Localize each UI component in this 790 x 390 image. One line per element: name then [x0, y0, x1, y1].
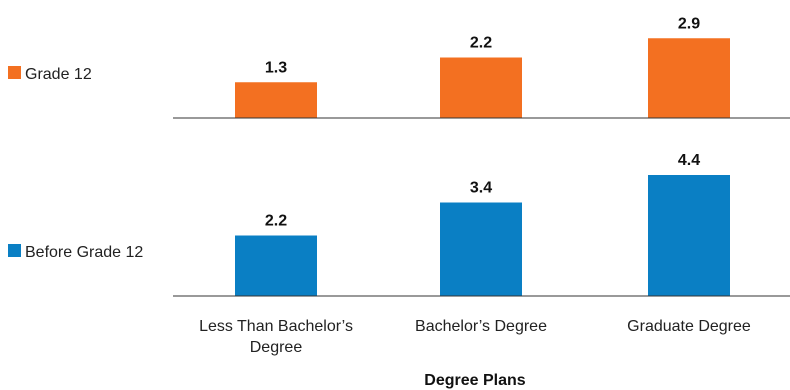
category-label-1-line-1: Less Than Bachelor’s [199, 318, 353, 335]
value-label-grade-12-2: 2.2 [470, 35, 492, 52]
legend-label-grade-12: Grade 12 [25, 66, 92, 83]
category-label-1-line-2: Degree [250, 339, 303, 356]
value-label-before-grade-12-3: 4.4 [678, 152, 700, 169]
legend-swatch-before-grade-12 [8, 244, 21, 257]
category-label-2: Bachelor’s Degree [415, 318, 547, 335]
legend-label-before-grade-12: Before Grade 12 [25, 244, 143, 261]
top-panel: Grade 12 1.3 2.2 2.9 [8, 15, 790, 119]
top-bars: 1.3 2.2 2.9 [235, 15, 730, 118]
bar-before-grade-12-1 [235, 235, 317, 296]
category-label-3: Graduate Degree [627, 318, 751, 335]
x-axis-title: Degree Plans [424, 372, 525, 389]
bar-grade-12-1 [235, 82, 317, 118]
bar-before-grade-12-2 [440, 202, 522, 296]
value-label-grade-12-3: 2.9 [678, 15, 700, 32]
value-label-grade-12-1: 1.3 [265, 59, 287, 76]
bar-before-grade-12-3 [648, 175, 730, 296]
category-labels: Less Than Bachelor’s Degree Bachelor’s Deg… [199, 318, 751, 356]
bottom-bars: 2.2 3.4 4.4 [235, 152, 730, 296]
legend-swatch-grade-12 [8, 66, 21, 79]
bottom-panel: Before Grade 12 2.2 3.4 4.4 [8, 152, 790, 297]
bar-grade-12-2 [440, 57, 522, 118]
bar-grade-12-3 [648, 38, 730, 118]
value-label-before-grade-12-1: 2.2 [265, 213, 287, 230]
value-label-before-grade-12-2: 3.4 [470, 180, 492, 197]
